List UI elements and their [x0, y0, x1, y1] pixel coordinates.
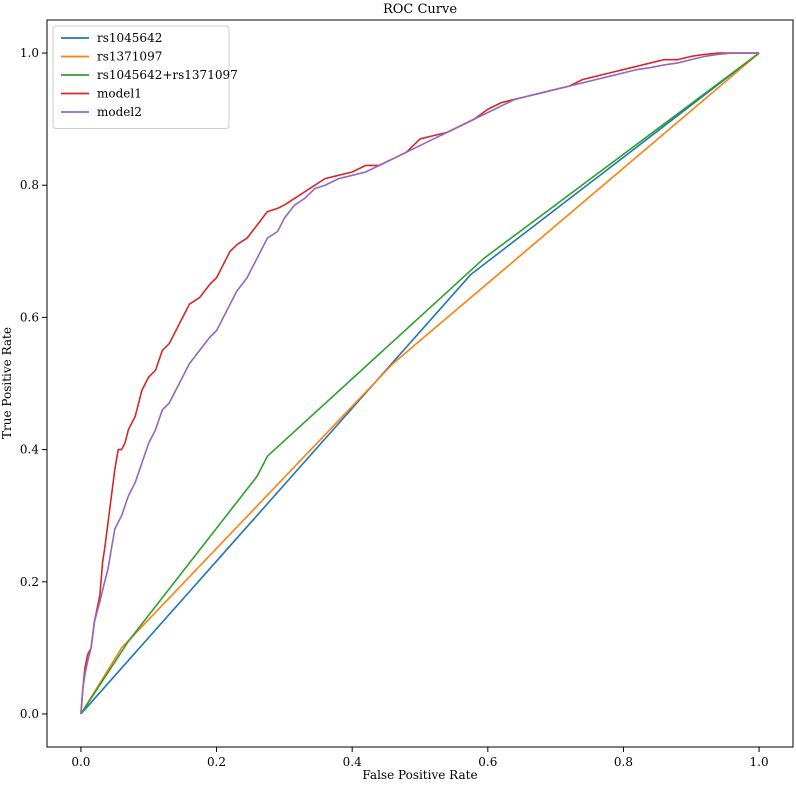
y-tick-label: 0.6 — [20, 310, 39, 324]
legend-label: model2 — [97, 105, 142, 119]
legend-box — [52, 25, 230, 129]
series-line-model1 — [80, 52, 760, 715]
y-tick-label: 1.0 — [20, 46, 39, 60]
chart-title: ROC Curve — [383, 2, 457, 17]
y-tick-label: 0.0 — [20, 707, 39, 721]
plot-area — [80, 52, 760, 715]
x-tick-label: 0.4 — [343, 755, 362, 769]
x-tick-label: 1.0 — [750, 755, 769, 769]
legend-label: rs1045642 — [97, 31, 162, 45]
legend-label: rs1371097 — [97, 50, 162, 64]
series-line-rs1045642 — [80, 52, 760, 715]
x-axis-label: False Positive Rate — [362, 768, 477, 782]
series-line-rs1045642-rs1371097 — [80, 52, 760, 715]
x-tick-label: 0.8 — [614, 755, 633, 769]
legend-label: model1 — [97, 87, 142, 101]
series-line-rs1371097 — [80, 52, 760, 715]
x-tick-label: 0.2 — [207, 755, 226, 769]
legend: rs1045642 rs1371097 rs1045642+rs1371097 mod… — [52, 25, 238, 129]
y-tick-label: 0.2 — [20, 575, 39, 589]
y-tick-label: 0.8 — [20, 178, 39, 192]
y-axis-label: True Positive Rate — [0, 327, 14, 439]
axes-frame — [46, 19, 794, 748]
series-line-model2 — [80, 52, 760, 715]
legend-label: rs1045642+rs1371097 — [97, 68, 238, 82]
y-tick-label: 0.4 — [20, 443, 39, 457]
x-tick-label: 0.0 — [71, 755, 90, 769]
x-tick-label: 0.6 — [478, 755, 497, 769]
axis-ticks: 0.0 0.2 0.4 0.6 0.8 1.0 0.0 0.2 0.4 0.6 0.8 1.0 — [20, 46, 769, 769]
